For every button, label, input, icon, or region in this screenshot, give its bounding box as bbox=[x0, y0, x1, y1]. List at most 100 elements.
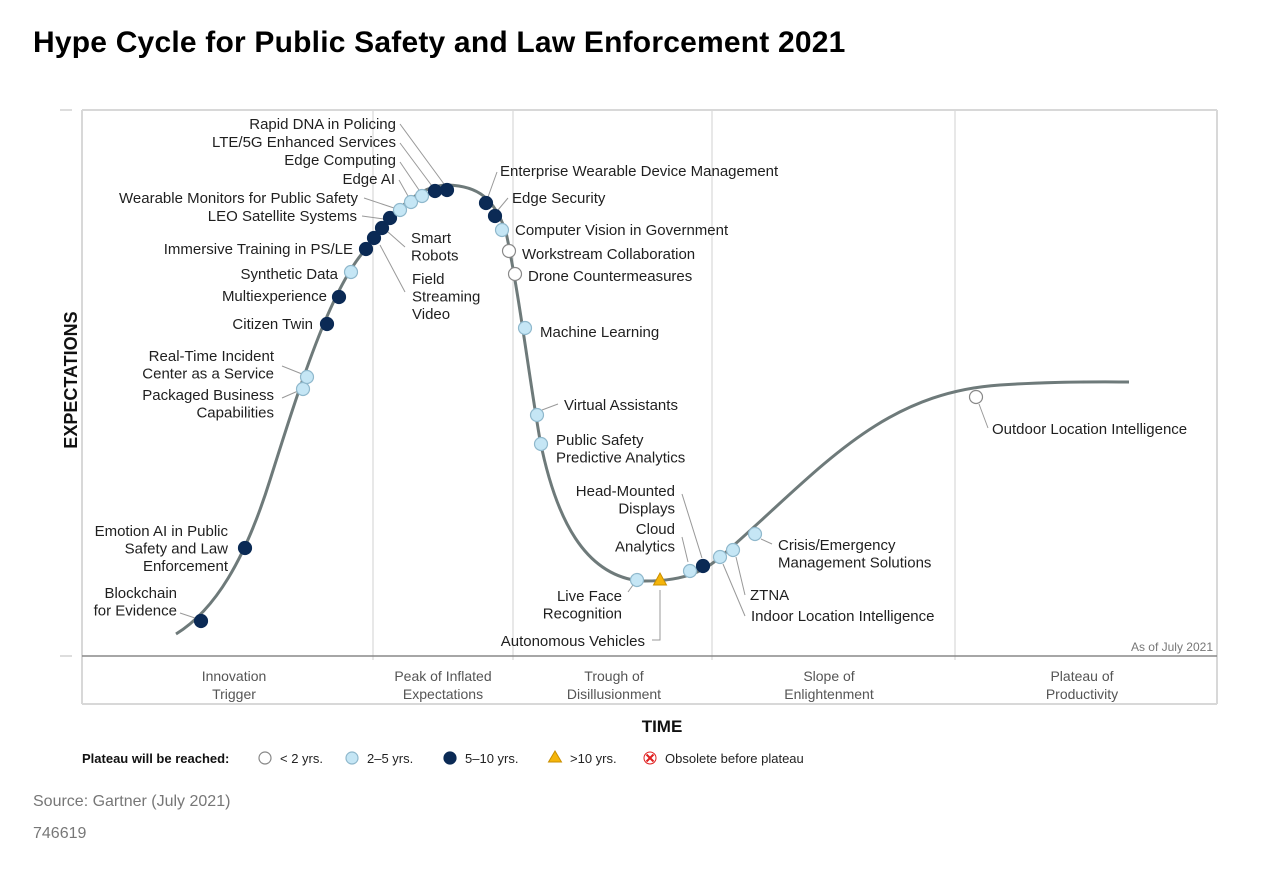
leader-line bbox=[281, 390, 299, 399]
marker-five_ten[interactable] bbox=[478, 195, 494, 211]
technology-label: Rapid DNA in Policing bbox=[249, 116, 396, 133]
marker-two_five[interactable] bbox=[414, 188, 430, 204]
legend-item-two_five: 2–5 yrs. bbox=[345, 751, 413, 766]
technology-citizen-twin[interactable]: Citizen Twin bbox=[232, 316, 335, 333]
marker-two_five[interactable] bbox=[517, 320, 533, 336]
technology-leo-satellite-systems[interactable]: LEO Satellite Systems bbox=[208, 208, 398, 226]
marker-two_five[interactable] bbox=[747, 526, 763, 542]
marker-two_five[interactable] bbox=[343, 264, 359, 280]
marker-five_ten[interactable] bbox=[366, 230, 382, 246]
marker-two_five[interactable] bbox=[712, 549, 728, 565]
technology-label: Public Safety bbox=[556, 432, 644, 449]
leader-line bbox=[652, 590, 661, 641]
legend-title: Plateau will be reached: bbox=[82, 751, 229, 766]
phase-label-line: Peak of Inflated bbox=[394, 668, 491, 684]
marker-two_five[interactable] bbox=[529, 407, 545, 423]
technology-label: LTE/5G Enhanced Services bbox=[212, 134, 396, 151]
marker-over10[interactable] bbox=[652, 571, 668, 586]
marker-five_ten[interactable] bbox=[331, 289, 347, 305]
marker-two_five[interactable] bbox=[494, 222, 510, 238]
technology-edge-ai[interactable]: Edge AI bbox=[342, 171, 419, 210]
technology-edge-computing[interactable]: Edge Computing bbox=[284, 152, 430, 204]
phase-label-line: Innovation bbox=[202, 668, 267, 684]
technology-label: Predictive Analytics bbox=[556, 450, 685, 467]
marker-under2[interactable] bbox=[968, 389, 984, 405]
technology-label: Recognition bbox=[543, 606, 622, 623]
marker-five_ten[interactable] bbox=[319, 316, 335, 332]
technology-ztna[interactable]: ZTNA bbox=[725, 542, 790, 605]
marker-two_five[interactable] bbox=[533, 436, 549, 452]
y-axis-label: EXPECTATIONS bbox=[61, 311, 81, 448]
technology-label: Edge AI bbox=[342, 171, 395, 188]
legend-label: >10 yrs. bbox=[570, 751, 617, 766]
leader-line bbox=[760, 538, 773, 545]
technology-label: Computer Vision in Government bbox=[515, 222, 729, 239]
marker-five_ten[interactable] bbox=[358, 241, 374, 257]
technology-label: Enterprise Wearable Device Management bbox=[500, 163, 779, 180]
marker-two_five[interactable] bbox=[682, 563, 698, 579]
marker-five_ten[interactable] bbox=[382, 210, 398, 226]
technology-immersive-training-in-ps-le[interactable]: Immersive Training in PS/LE bbox=[164, 241, 374, 258]
technology-lte-5g-enhanced-services[interactable]: LTE/5G Enhanced Services bbox=[212, 134, 443, 199]
technology-workstream-collaboration[interactable]: Workstream Collaboration bbox=[501, 243, 696, 264]
technology-label: Immersive Training in PS/LE bbox=[164, 241, 353, 258]
marker-five_ten[interactable] bbox=[487, 208, 503, 224]
technology-label: Multiexperience bbox=[222, 288, 327, 305]
marker-two_five[interactable] bbox=[629, 572, 645, 588]
technology-wearable-monitors-for-public-safety[interactable]: Wearable Monitors for Public Safety bbox=[119, 190, 408, 218]
technology-outdoor-location-intelligence[interactable]: Outdoor Location Intelligence bbox=[968, 389, 1188, 439]
legend-label: Obsolete before plateau bbox=[665, 751, 804, 766]
phase-label-innovation-trigger: Innovation Trigger bbox=[202, 668, 267, 702]
marker-two_five[interactable] bbox=[295, 381, 311, 397]
marker-two_five[interactable] bbox=[299, 369, 315, 385]
technology-edge-security[interactable]: Edge Security bbox=[487, 190, 606, 224]
technology-autonomous-vehicles[interactable]: Autonomous Vehicles bbox=[501, 571, 668, 650]
marker-two_five[interactable] bbox=[725, 542, 741, 558]
technology-label: Crisis/Emergency bbox=[778, 537, 896, 554]
marker-five_ten[interactable] bbox=[695, 558, 711, 574]
technology-computer-vision-in-government[interactable]: Computer Vision in Government bbox=[494, 222, 729, 239]
technology-label: Workstream Collaboration bbox=[522, 246, 695, 263]
marker-five_ten[interactable] bbox=[193, 613, 209, 629]
marker-five_ten[interactable] bbox=[237, 540, 253, 556]
marker-five_ten[interactable] bbox=[439, 182, 455, 198]
legend-symbol-two_five bbox=[345, 751, 359, 765]
phase-label-line: Slope of bbox=[803, 668, 854, 684]
marker-two_five[interactable] bbox=[403, 194, 419, 210]
technology-drone-countermeasures[interactable]: Drone Countermeasures bbox=[507, 266, 693, 286]
technology-rapid-dna-in-policing[interactable]: Rapid DNA in Policing bbox=[249, 116, 455, 198]
technology-virtual-assistants[interactable]: Virtual Assistants bbox=[529, 397, 678, 423]
marker-five_ten[interactable] bbox=[374, 220, 390, 236]
marker-two_five[interactable] bbox=[392, 202, 408, 218]
technology-label: Synthetic Data bbox=[240, 266, 338, 283]
technology-label: Displays bbox=[618, 501, 675, 518]
technology-label: Head-Mounted bbox=[576, 483, 675, 500]
technology-label: Outdoor Location Intelligence bbox=[992, 421, 1187, 438]
marker-under2[interactable] bbox=[501, 243, 517, 259]
technology-synthetic-data[interactable]: Synthetic Data bbox=[240, 264, 359, 284]
leader-line bbox=[363, 197, 395, 209]
document-id: 746619 bbox=[33, 825, 87, 842]
marker-under2[interactable] bbox=[507, 266, 523, 282]
technology-machine-learning[interactable]: Machine Learning bbox=[517, 320, 660, 342]
leader-line bbox=[681, 536, 689, 563]
technology-label: LEO Satellite Systems bbox=[208, 208, 357, 225]
technology-indoor-location-intelligence[interactable]: Indoor Location Intelligence bbox=[712, 549, 935, 626]
technology-multiexperience[interactable]: Multiexperience bbox=[222, 288, 347, 305]
technology-label: Center as a Service bbox=[142, 366, 274, 383]
technology-enterprise-wearable-device-management[interactable]: Enterprise Wearable Device Management bbox=[478, 163, 780, 211]
marker-five_ten[interactable] bbox=[427, 183, 443, 199]
